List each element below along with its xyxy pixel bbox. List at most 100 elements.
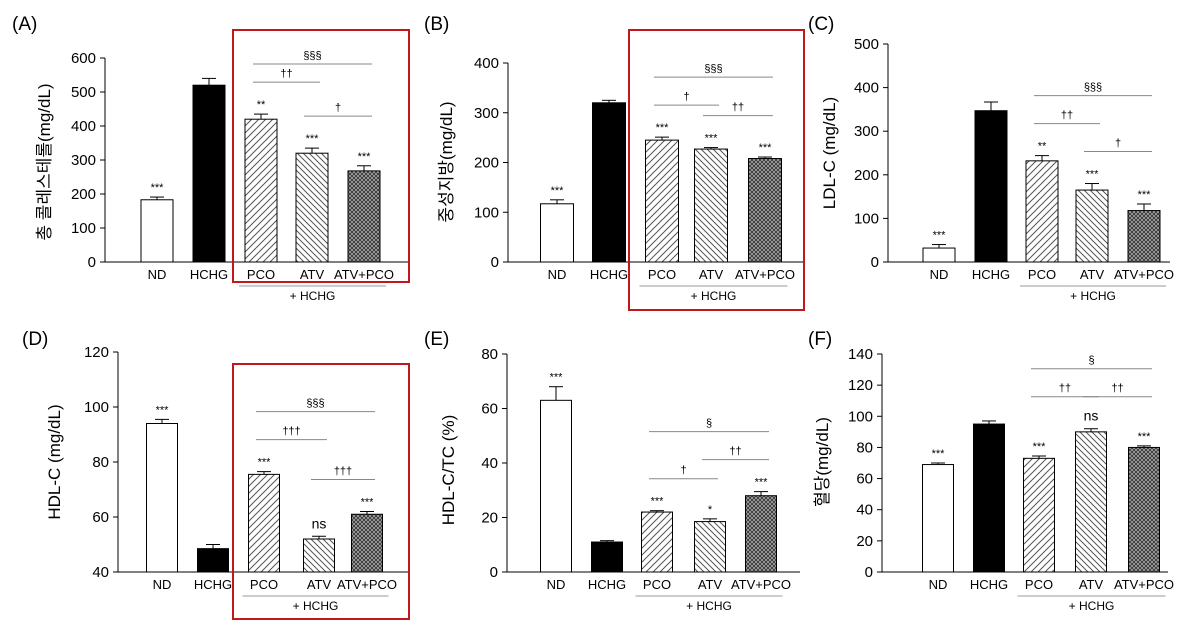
panel-label: (A) [12,14,37,35]
significance-label: *** [151,182,165,194]
panel-label: (F) [808,329,832,350]
bar [244,118,278,263]
category-label: PCO [1025,577,1053,592]
bar [592,102,626,263]
category-label: PCO [247,267,275,282]
y-tick-label: 60 [92,509,109,526]
highlight-box [232,29,410,283]
y-tick-label: 600 [71,50,96,67]
y-tick-label: 80 [481,346,498,363]
bar [540,399,572,573]
panel-d: (D) HDL-C (mg/dL) 40 60 80 100 120 *** ND HCHG *… [22,329,410,620]
y-tick-label: 20 [856,533,873,550]
bar [748,158,782,263]
significance-label: *** [550,372,564,384]
comparison-label: §§§ [303,50,321,62]
comparison-label: † [1115,138,1121,150]
significance-label: *** [933,230,947,242]
bar [1023,457,1055,573]
bar [591,541,623,573]
category-label: HCHG [590,267,628,282]
category-label: ATV+PCO [337,577,397,592]
panel-a: (A) 총 콜레스테롤(mg/dL) 0 100 200 300 400 500 600 **… [12,14,410,303]
significance-label: *** [156,404,170,416]
y-tick-label: 120 [84,344,109,361]
category-label: HCHG [970,577,1008,592]
category-label: ATV+PCO [731,577,791,592]
y-axis-label: 총 콜레스테롤(mg/dL) [35,83,54,240]
category-label: ATV+PCO [1114,267,1174,282]
y-tick-label: 100 [474,204,499,221]
bar [248,473,280,573]
y-tick-label: 0 [865,564,873,581]
category-label: ATV [699,267,724,282]
significance-label: * [708,504,713,516]
chart-d: 40 60 80 100 120 *** ND HCHG *** PCO ns ATV *** ATV+P… [84,344,410,620]
group-label: + HCHG [686,599,732,613]
bar [192,84,226,263]
y-axis-label: 중성지방(mg/dL) [437,101,456,222]
y-tick-label: 120 [848,377,873,394]
significance-label: *** [1138,431,1152,443]
y-tick-label: 0 [490,564,498,581]
bar [694,148,728,263]
y-tick-label: 400 [71,118,96,135]
panel-e: (E) HDL-C/TC (%) 0 20 40 60 80 *** ND HCHG *** PC… [424,329,800,613]
group-label: + HCHG [290,289,336,303]
y-tick-label: 140 [848,346,873,363]
significance-label: *** [705,133,719,145]
bar [974,110,1008,263]
y-tick-label: 100 [84,399,109,416]
category-label: ATV [698,577,723,592]
y-tick-label: 300 [854,123,879,140]
chart-c: 0 100 200 300 400 500 *** ND HCHG ** PCO *** ATV *** A… [854,36,1174,303]
bar [641,511,673,573]
chart-f: 0 20 40 60 80 100 120 140 *** ND HCHG *** PCO ns ATV **… [848,346,1174,613]
y-axis-label: HDL-C (mg/dL) [45,404,64,519]
bar [1075,189,1109,263]
bar [745,495,777,573]
significance-label: *** [551,185,565,197]
y-tick-label: 200 [854,167,879,184]
y-axis-label: HDL-C/TC (%) [439,415,458,526]
group-label: + HCHG [1069,599,1115,613]
bar [1128,446,1160,573]
significance-label: *** [651,496,665,508]
comparison-label: § [1088,355,1094,367]
bar [540,203,574,263]
significance-label: ** [257,99,266,111]
y-tick-label: 500 [854,36,879,53]
y-tick-label: 300 [474,105,499,122]
comparison-label: †† [280,68,292,80]
category-label: ATV [1080,267,1105,282]
panel-label: (C) [808,14,834,35]
y-tick-label: 80 [92,454,109,471]
bar [303,538,335,573]
comparison-label: † [335,102,341,114]
bar [973,423,1005,573]
y-tick-label: 60 [856,471,873,488]
comparison-label: § [706,418,712,430]
y-tick-label: 100 [848,408,873,425]
y-tick-label: 40 [481,455,498,472]
highlight-box [232,363,410,620]
significance-label: *** [755,477,769,489]
bar [1025,160,1059,263]
category-label: ND [153,577,172,592]
comparison-label: † [680,465,686,477]
significance-label: ns [1084,408,1099,424]
category-label: HCHG [190,267,228,282]
category-label: ATV [307,577,332,592]
y-tick-label: 400 [854,80,879,97]
category-label: PCO [1028,267,1056,282]
chart-e: 0 20 40 60 80 *** ND HCHG *** PCO * ATV *** ATV+PCO + … [481,346,800,613]
category-label: HCHG [588,577,626,592]
group-label: + HCHG [1070,289,1116,303]
significance-label: *** [358,151,372,163]
bar [922,464,954,573]
y-tick-label: 100 [854,210,879,227]
significance-label: *** [1033,441,1047,453]
comparison-label: †† [1061,110,1073,122]
category-label: ND [548,267,567,282]
